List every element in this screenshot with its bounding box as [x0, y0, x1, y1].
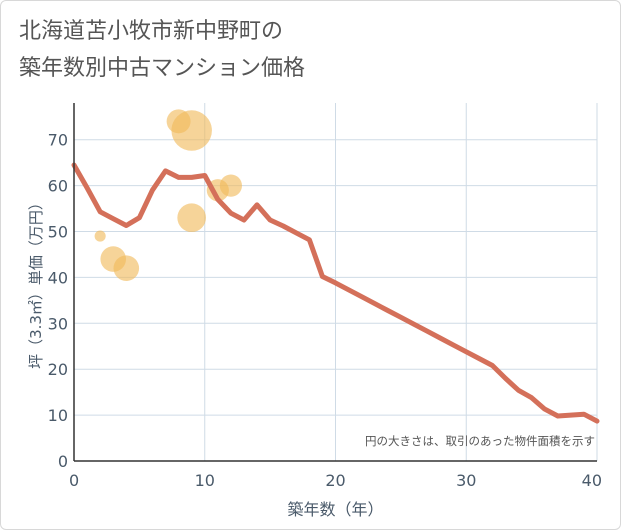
- x-tick-label: 0: [69, 471, 79, 490]
- x-tick-label: 30: [456, 471, 476, 490]
- average-price-line: [71, 162, 600, 424]
- transaction-bubble: [113, 255, 140, 282]
- chart-title-line-2: 築年数別中古マンション価格: [19, 56, 306, 81]
- y-tick-label: 20: [48, 360, 68, 379]
- x-axis-label: 築年数（年）: [287, 500, 383, 519]
- y-tick-label: 0: [58, 452, 68, 471]
- chart-annotation: 円の大きさは、取引のあった物件面積を示す: [365, 434, 595, 448]
- y-axis-label: 坪（3.3㎡）単価（万円）: [27, 195, 45, 369]
- transaction-bubble: [171, 110, 212, 151]
- x-tick-label: 10: [195, 471, 215, 490]
- x-tick-label: 20: [325, 471, 345, 490]
- transaction-bubble: [219, 174, 242, 197]
- y-tick-label: 10: [48, 406, 68, 425]
- chart-title: 北海道苫小牧市新中野町の 築年数別中古マンション価格: [19, 13, 305, 87]
- y-tick-label: 40: [48, 268, 68, 287]
- y-tick-label: 30: [48, 314, 68, 333]
- transaction-bubble: [94, 230, 106, 242]
- x-tick-label: 40: [582, 471, 602, 490]
- chart-title-line-1: 北海道苫小牧市新中野町の: [19, 19, 284, 44]
- axes: 0 10 20 30 40 50 60 70 0 10 20 30 40: [48, 103, 602, 490]
- series-line: [71, 162, 600, 424]
- transaction-bubble: [177, 203, 206, 233]
- y-tick-label: 60: [48, 177, 68, 196]
- y-tick-label: 70: [48, 131, 68, 150]
- y-tick-label: 50: [48, 223, 68, 242]
